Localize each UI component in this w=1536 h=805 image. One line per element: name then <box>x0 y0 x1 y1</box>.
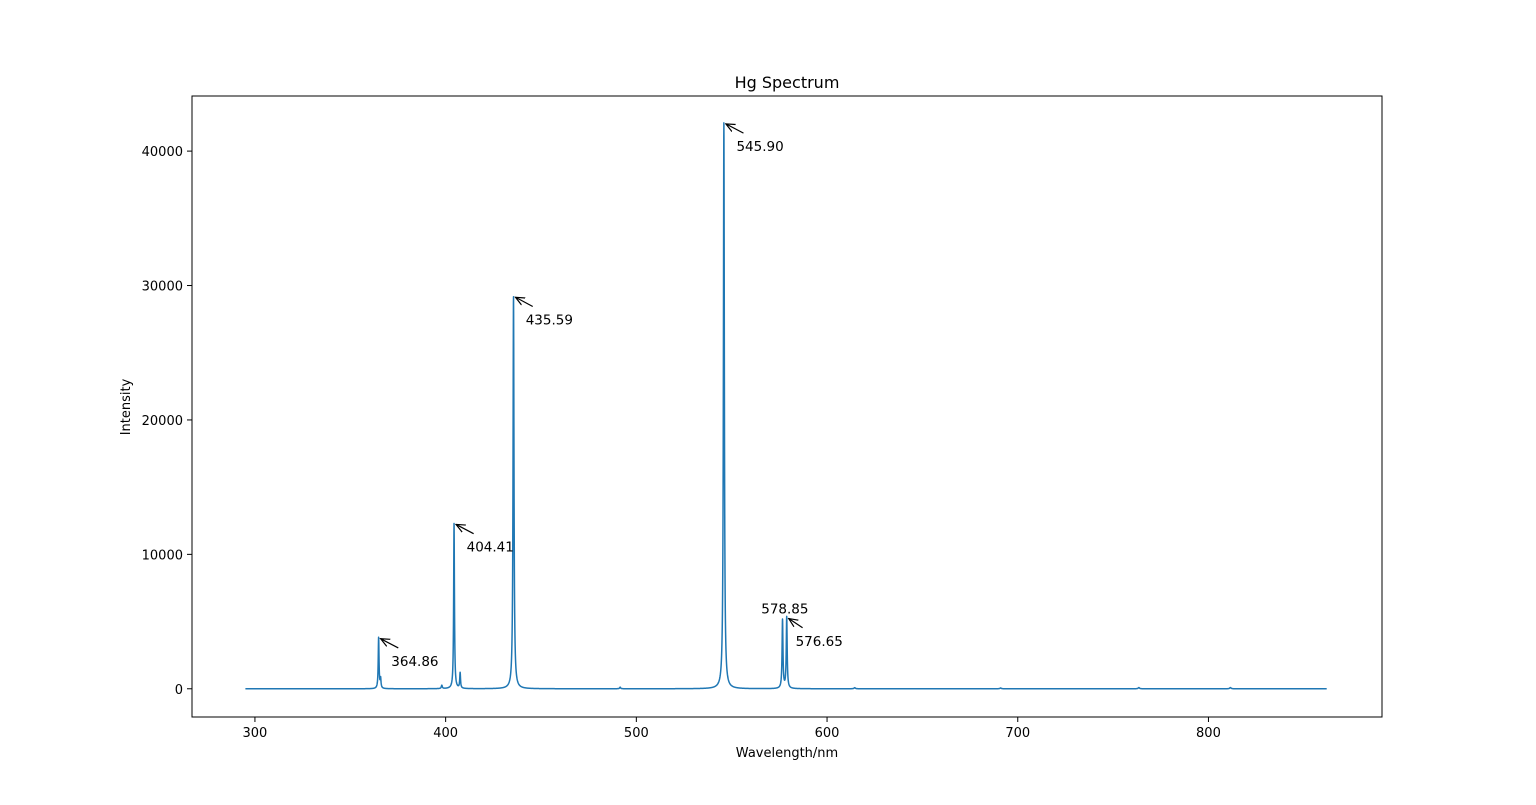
x-tick-label: 700 <box>1005 726 1030 741</box>
peak-label: 545.90 <box>736 139 783 155</box>
x-tick-label: 800 <box>1196 726 1221 741</box>
annotation-arrow <box>381 639 399 649</box>
y-tick-label: 10000 <box>142 548 183 563</box>
peak-label: 435.59 <box>526 313 573 329</box>
y-tick-label: 40000 <box>142 145 183 160</box>
x-tick-label: 300 <box>243 726 268 741</box>
peak-annotations: 364.86 404.41 435.59 545.90 578.85 576.65 <box>381 124 843 670</box>
x-axis-label: Wavelength/nm <box>736 746 838 761</box>
annotation-arrow <box>516 297 534 308</box>
peak-label: 576.65 <box>796 634 843 650</box>
x-tick-label: 600 <box>815 726 840 741</box>
y-tick-label: 20000 <box>142 414 183 429</box>
peak-label: 364.86 <box>391 654 438 670</box>
x-tick-label: 500 <box>624 726 649 741</box>
annotation-arrow <box>456 524 474 535</box>
spectrum-series-line <box>244 122 1328 690</box>
peak-label: 578.85 <box>761 602 808 618</box>
x-axis: 300 400 500 600 700 800 <box>243 717 1221 741</box>
peak-label: 404.41 <box>467 540 514 556</box>
annotation-arrow <box>789 619 803 629</box>
y-tick-label: 0 <box>175 683 183 698</box>
y-tick-label: 30000 <box>142 280 183 295</box>
chart-title: Hg Spectrum <box>735 73 840 92</box>
plot-area <box>244 122 1328 690</box>
annotation-arrow <box>726 124 744 134</box>
x-tick-label: 400 <box>433 726 458 741</box>
axes-frame <box>191 95 1383 718</box>
y-axis: 0 10000 20000 30000 40000 <box>142 145 192 698</box>
y-axis-label: Intensity <box>119 378 134 435</box>
